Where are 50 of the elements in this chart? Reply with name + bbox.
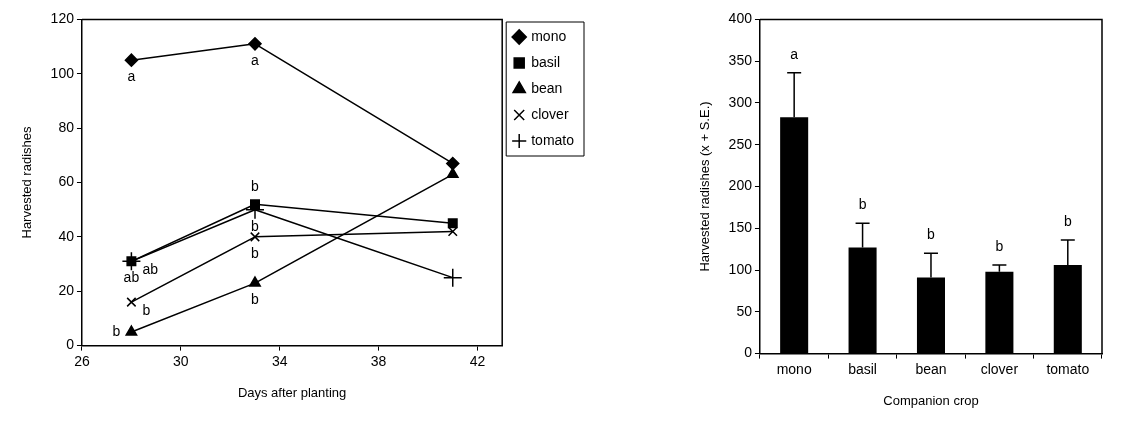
annotation: b [1063,212,1072,229]
annotation: b [251,217,260,234]
x-tick-label: basil [848,360,877,377]
annotation: b [251,244,260,261]
annotation: b [251,178,260,195]
legend-label: clover [531,105,569,122]
y-tick-label: 80 [58,118,75,135]
annotation: b [251,290,260,307]
annotation: a [127,68,136,85]
legend-label: tomato [531,131,575,148]
y-tick-label: 50 [736,302,753,319]
y-tick-label: 200 [728,177,753,194]
y-axis-title: Harvested radishes (x + S.E.) [697,101,713,272]
y-tick-label: 60 [58,173,75,190]
y-tick-label: 300 [728,93,753,110]
annotation: b [112,322,121,339]
x-tick-label: 38 [370,352,387,369]
annotation: b [927,226,936,243]
x-tick-label: mono [776,360,812,377]
y-tick-label: 100 [728,260,753,277]
y-tick-label: 100 [50,64,75,81]
legend-label: basil [531,53,560,70]
x-axis-title: Days after planting [237,384,347,400]
y-tick-label: 0 [66,336,75,353]
x-tick-label: tomato [1046,360,1090,377]
y-tick-label: 0 [744,344,753,361]
y-tick-label: 250 [728,135,753,152]
y-axis-title: Harvested radishes [19,126,35,239]
annotation: b [995,237,1004,254]
y-tick-label: 40 [58,227,75,244]
x-tick-label: 26 [74,352,90,369]
x-tick-label: 42 [469,352,486,369]
x-tick-label: bean [915,360,947,377]
annotation: ab [142,261,159,278]
y-tick-label: 20 [58,282,75,299]
y-tick-label: 120 [50,10,75,27]
x-axis-title: Companion crop [883,392,979,408]
x-tick-label: clover [980,360,1019,377]
legend-label: mono [531,27,567,44]
x-tick-label: 30 [173,352,189,369]
legend-label: bean [531,79,563,96]
annotation: a [790,45,799,62]
y-tick-label: 150 [728,219,753,236]
annotation: b [858,196,867,213]
annotation: a [251,51,260,68]
y-tick-label: 400 [728,10,753,27]
x-tick-label: 34 [271,352,288,369]
annotation: b [142,301,151,318]
annotation: ab [123,269,140,286]
y-tick-label: 350 [728,52,753,69]
